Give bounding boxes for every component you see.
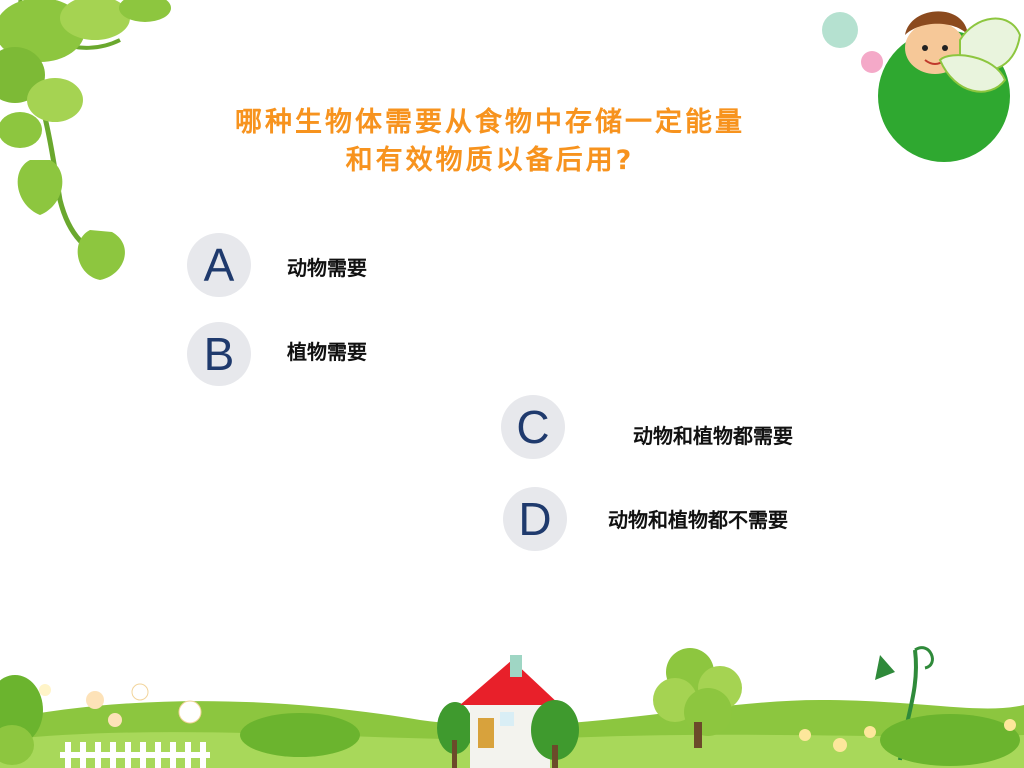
cartoon-child-illustration	[822, 11, 1022, 162]
option-c-badge[interactable]: C	[501, 395, 565, 459]
option-c-text[interactable]: 动物和植物都需要	[633, 424, 793, 448]
vine-leaves-illustration	[0, 0, 171, 280]
option-b-text[interactable]: 植物需要	[287, 340, 367, 364]
option-d-badge[interactable]: D	[503, 487, 567, 551]
option-a-badge[interactable]: A	[187, 233, 251, 297]
meadow-landscape-illustration	[0, 646, 1024, 768]
question-text: 哪种生物体需要从食物中存储一定能量 和有效物质以备后用?	[150, 104, 830, 180]
option-b-badge[interactable]: B	[187, 322, 251, 386]
option-a-text[interactable]: 动物需要	[287, 256, 367, 280]
question-line-1: 哪种生物体需要从食物中存储一定能量	[235, 107, 745, 138]
question-line-2: 和有效物质以备后用?	[345, 145, 635, 176]
option-d-text[interactable]: 动物和植物都不需要	[608, 508, 788, 532]
